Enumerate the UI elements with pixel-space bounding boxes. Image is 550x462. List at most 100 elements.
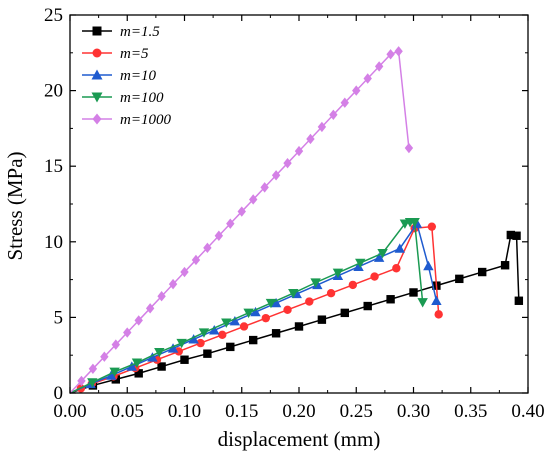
series-0-point <box>294 322 304 331</box>
series-0-point <box>386 295 395 304</box>
series-4-point <box>294 145 304 157</box>
y-tick-label: 15 <box>44 156 63 177</box>
legend-label-1: m=5 <box>120 46 149 62</box>
series-3-point <box>355 258 366 269</box>
series-4-point <box>168 278 178 290</box>
series-2-point <box>167 343 179 353</box>
series-3-point <box>109 367 120 378</box>
series-2-point <box>431 295 442 305</box>
series-4-point <box>226 218 235 229</box>
x-tick-label: 0.05 <box>111 401 144 422</box>
y-tick-label: 10 <box>44 232 63 253</box>
series-1-point <box>196 338 205 348</box>
x-tick-label: 0.00 <box>53 401 86 422</box>
series-0-point <box>455 274 464 284</box>
series-1-point <box>174 347 183 356</box>
y-tick-label: 5 <box>54 307 64 328</box>
series-4-point <box>260 182 269 193</box>
series-4-point <box>100 351 109 362</box>
x-tick-label: 0.40 <box>511 401 544 422</box>
series-1-point <box>305 297 314 306</box>
series-1-point <box>348 280 358 290</box>
series-3-point <box>377 248 388 259</box>
series-1-point <box>283 305 292 315</box>
series-3-point <box>310 278 321 288</box>
series-4-point <box>249 194 258 205</box>
legend-label-2: m=10 <box>120 68 156 84</box>
series-4-point <box>203 242 212 254</box>
series-1-point <box>392 264 401 273</box>
y-axis-title: Stress (MPa) <box>3 151 27 260</box>
series-1-point <box>218 330 227 339</box>
series-1-point <box>370 272 379 281</box>
series-4-point <box>111 339 120 350</box>
series-3-point <box>332 268 344 278</box>
series-2-point <box>188 334 199 344</box>
legend-label-3: m=100 <box>120 90 164 106</box>
legend-marker-0 <box>92 26 102 36</box>
series-1-point <box>261 313 270 323</box>
series-0-point <box>409 288 418 297</box>
series-4-point <box>237 206 246 217</box>
series-0-point <box>249 335 258 345</box>
series-4-point <box>394 46 403 57</box>
series-3-point <box>154 347 165 358</box>
series-2-point <box>373 252 385 262</box>
series-0-point <box>180 355 189 364</box>
x-tick-label: 0.35 <box>454 401 487 422</box>
series-1-point <box>434 310 443 319</box>
legend-marker-3 <box>91 92 103 103</box>
series-2-point <box>394 243 405 253</box>
series-4-point <box>386 49 395 60</box>
series-2-point <box>353 261 364 271</box>
series-0-point <box>226 342 235 352</box>
series-3-point <box>131 358 143 368</box>
series-4-point <box>214 230 224 241</box>
series-4-point <box>352 85 361 96</box>
series-4-point <box>340 97 349 108</box>
legend-marker-4 <box>92 113 102 125</box>
series-0-point <box>478 267 487 277</box>
series-4-point <box>134 315 143 326</box>
series-0-point <box>514 296 524 305</box>
series-2-point <box>147 352 158 362</box>
series-3-point <box>221 318 232 328</box>
series-0-point <box>363 301 372 311</box>
legend-label-0: m=1.5 <box>120 24 160 40</box>
legend-marker-1 <box>92 48 102 58</box>
x-tick-label: 0.20 <box>282 401 315 422</box>
series-0-point <box>157 362 166 371</box>
legend: m=1.5 m=5 m=10 m=100 m=1000 <box>82 24 171 128</box>
y-tick-label: 20 <box>44 81 63 102</box>
series-3-point <box>409 217 420 228</box>
series-1-point <box>427 222 437 231</box>
series-4-point <box>191 254 201 266</box>
series-4-point <box>157 291 166 302</box>
series-4-point <box>317 121 327 133</box>
axes: 0.00 0.05 0.10 0.15 0.20 0.25 0.30 0.35 0.40 0 5 10… <box>44 5 545 422</box>
series-3-point <box>243 308 254 319</box>
series-4-point <box>145 303 155 314</box>
x-tick-label: 0.10 <box>168 401 201 422</box>
series-2-point <box>250 306 261 317</box>
series-2-point <box>209 325 220 335</box>
series-3-point <box>265 298 277 309</box>
series-3-point <box>288 289 299 299</box>
series-4-point <box>123 327 132 338</box>
x-tick-label: 0.25 <box>340 401 373 422</box>
series-3-point <box>176 338 187 349</box>
series-0-point <box>134 369 143 378</box>
series-4-point <box>283 157 292 169</box>
series-4-point <box>88 363 98 375</box>
legend-label-4: m=1000 <box>120 112 171 128</box>
legend-marker-2 <box>91 69 103 80</box>
series-3-point <box>87 378 98 388</box>
series-4-point <box>374 61 384 72</box>
series-4-point <box>363 73 372 84</box>
series-2-point <box>126 361 138 371</box>
series-2-point <box>229 315 241 326</box>
series-0-point <box>203 349 212 358</box>
series-4-point <box>77 375 86 387</box>
